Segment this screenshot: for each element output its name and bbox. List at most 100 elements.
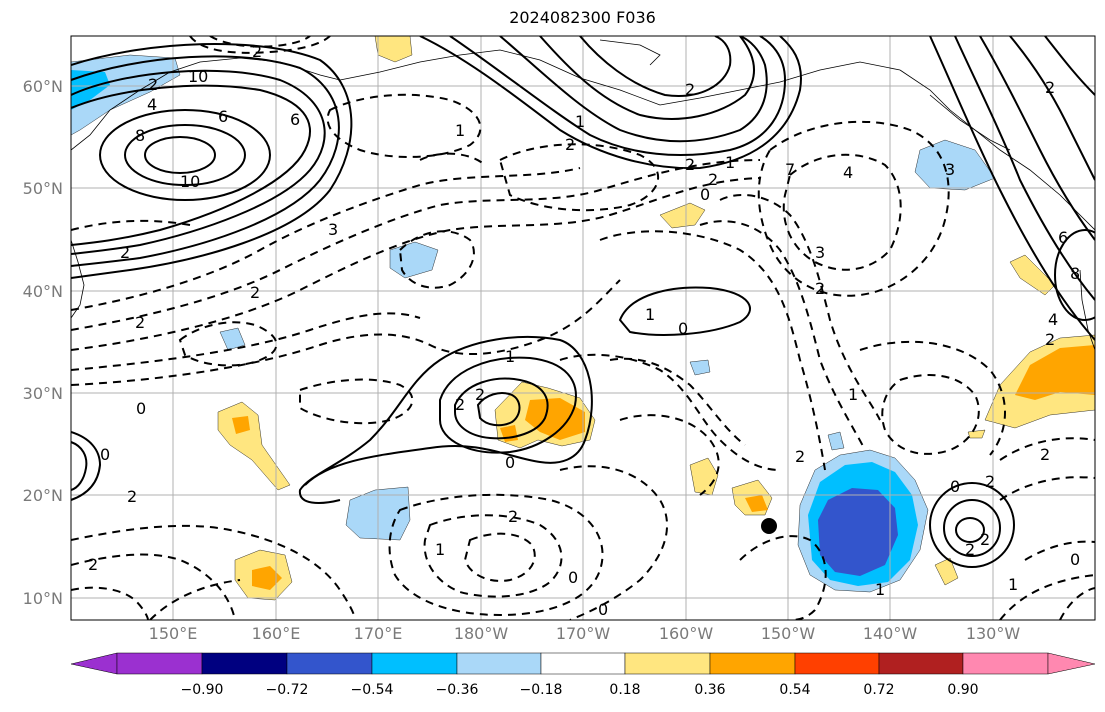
contour-label: 4 [1048, 310, 1058, 329]
contour-label: 2 [135, 313, 145, 332]
contour-label: 2 [148, 75, 158, 94]
contour-label: 7 [785, 160, 795, 179]
contour-label: 0 [950, 477, 960, 496]
colorbar-tick: 0.90 [947, 682, 979, 698]
lon-label: 170°W [555, 624, 611, 643]
shade-blue-small [219, 327, 246, 351]
contour-label: 1 [435, 540, 445, 559]
contour-label: 10 [188, 67, 208, 86]
contour-label: 3 [815, 243, 825, 262]
lat-label: 10°N [22, 589, 63, 608]
contour-label: 0 [100, 445, 110, 464]
colorbar-tick: −0.90 [180, 682, 224, 698]
contour-label: 1 [848, 385, 858, 404]
colorbar-segment [624, 652, 711, 675]
dashed-contours [71, 36, 1095, 620]
contour-label: 8 [1070, 264, 1080, 283]
colorbar-segment [878, 652, 964, 675]
lon-label: 170°E [353, 624, 403, 643]
contour-label: 0 [700, 185, 710, 204]
lat-label: 60°N [22, 77, 63, 96]
shade-yellow-se [934, 557, 959, 586]
lon-label: 130°W [965, 624, 1021, 643]
contour-label: 1 [725, 153, 735, 172]
contour-label: 2 [795, 447, 805, 466]
contour-label: 2 [120, 243, 130, 262]
coast-island2 [929, 94, 1011, 151]
contour-label: 0 [505, 453, 515, 472]
contour-label: 6 [1058, 228, 1068, 247]
colorbar-segment [201, 652, 288, 675]
contour-label: 2 [965, 540, 975, 559]
contour-label: 2 [1045, 330, 1055, 349]
colorbar [70, 652, 1096, 675]
colorbar-tick: 0.54 [779, 682, 811, 698]
contour-label: 2 [980, 530, 990, 549]
contour-label: 0 [136, 399, 146, 418]
contour-label: 0 [1070, 550, 1080, 569]
lon-label: 180°W [453, 624, 509, 643]
lon-label: 140°W [862, 624, 918, 643]
shade-orange-ne [1015, 345, 1095, 400]
contour-label: 2 [565, 135, 575, 154]
shade-orange-center [525, 398, 585, 440]
contour-label: 2 [985, 472, 995, 491]
contour-label: 2 [250, 283, 260, 302]
gridlines [71, 36, 1095, 620]
contour-label: 2 [685, 155, 695, 174]
lat-label: 50°N [22, 179, 63, 198]
contour-label: 8 [135, 126, 145, 145]
contour-label: 3 [945, 160, 955, 179]
colorbar-segment [371, 652, 458, 675]
lon-label: 150°W [760, 624, 816, 643]
colorbar-segment [709, 652, 796, 675]
lon-label: 160°E [251, 624, 301, 643]
contour-label: 4 [147, 95, 157, 114]
contour-label: 2 [475, 385, 485, 404]
chart-title: 2024082300 F036 [509, 8, 656, 27]
shade-blue-tiny2 [827, 431, 845, 451]
colorbar-tick: −0.18 [519, 682, 563, 698]
contour-label: 2 [88, 555, 98, 574]
shade-blue-alaska [914, 139, 996, 191]
lon-label: 160°W [658, 624, 714, 643]
contour-label: 2 [708, 170, 718, 189]
colorbar-extend-right [1047, 652, 1096, 675]
shade-yellow-small2 [967, 429, 986, 439]
map-frame [70, 35, 1096, 621]
contour-label: 2 [1040, 445, 1050, 464]
coast-namerica [1079, 269, 1095, 351]
contour-label: 6 [290, 110, 300, 129]
shade-orange-wpac [232, 416, 250, 434]
contour-label: 6 [218, 107, 228, 126]
contour-label: 2 [685, 80, 695, 99]
colorbar-segment [794, 652, 880, 675]
shade-yellow-coast [1009, 254, 1056, 296]
contour-label: 2 [455, 395, 465, 414]
colorbar-tick: 0.36 [694, 682, 726, 698]
colorbar-segment [962, 652, 1049, 675]
colorbar-extend-left [70, 652, 118, 675]
shade-blue-tiny1 [689, 359, 711, 376]
contour-label: 4 [843, 163, 853, 182]
contour-label: 0 [678, 319, 688, 338]
contour-label: 2 [508, 507, 518, 526]
colorbar-segment [540, 652, 626, 675]
coast-island1 [599, 39, 661, 66]
contour-label: 1 [505, 347, 515, 366]
colorbar-tick: 0.72 [863, 682, 895, 698]
contour-label: 1 [455, 121, 465, 140]
shading-layer [71, 36, 1095, 601]
coast-aleutians [339, 49, 901, 106]
colorbar-tick: −0.54 [350, 682, 394, 698]
contour-label: 3 [328, 220, 338, 239]
contour-label: 1 [575, 112, 585, 131]
contour-label: 2 [252, 42, 262, 61]
contour-label: 2 [815, 279, 825, 298]
colorbar-tick: 0.18 [609, 682, 641, 698]
colorbar-tick: −0.72 [265, 682, 309, 698]
shade-orange-hawaii [745, 495, 768, 512]
shade-cyan-nw [71, 70, 110, 110]
contour-labels: 2 10 2 4 6 8 6 10 2 3 2 1 2 0 2 0 2 7 4 … [88, 42, 1080, 619]
